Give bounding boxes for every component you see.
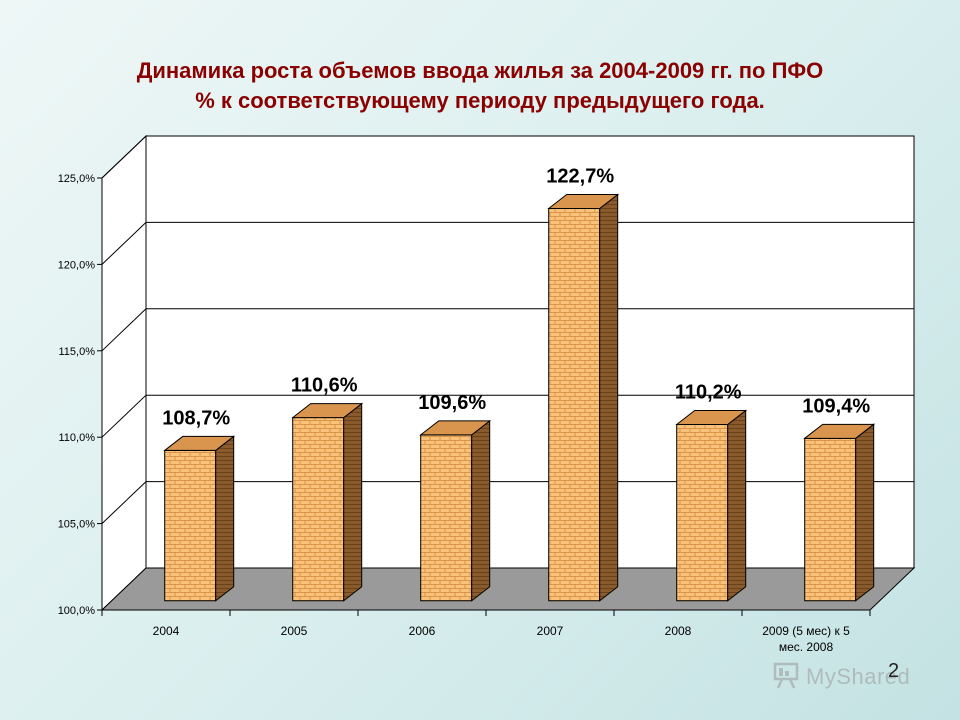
bar-top (675, 410, 748, 426)
x-tick-label-line: 2004 (153, 624, 180, 638)
bar-side (343, 402, 363, 602)
bar-side (727, 409, 747, 602)
x-tick-label: 2005 (281, 624, 308, 638)
x-tick-label: 2004 (153, 624, 180, 638)
bar-side (215, 435, 235, 602)
x-tick-label-line: 2009 (5 мес) к 5 (762, 624, 850, 638)
bar (419, 419, 492, 602)
y-tick-label: 100,0% (58, 605, 96, 617)
gridline (101, 221, 914, 265)
bar-top (291, 403, 364, 419)
y-tick-label: 125,0% (58, 173, 96, 185)
bar-top (803, 423, 876, 439)
data-label: 109,6% (418, 392, 486, 414)
bar (291, 402, 364, 602)
x-tick-label: 2009 (5 мес) к 5 мес. 2008 (762, 624, 850, 654)
x-tick-label-line: 2006 (409, 624, 436, 638)
bar-side (471, 419, 491, 602)
presentation-board-icon (772, 660, 802, 695)
x-tick-label: 2008 (665, 624, 692, 638)
x-tick-label-line: 2005 (281, 624, 308, 638)
gridline (101, 394, 914, 438)
y-tick-label: 120,0% (58, 259, 96, 271)
y-tick-label: 115,0% (59, 346, 96, 358)
slide-number: 2 (888, 660, 900, 682)
bar-front (548, 208, 601, 602)
y-tick-label: 105,0% (58, 519, 96, 531)
chart-title-block: Динамика роста объемов ввода жилья за 20… (0, 56, 960, 116)
x-tick-label-line: 2008 (665, 624, 692, 638)
gridline (101, 308, 914, 352)
chart-title: Динамика роста объемов ввода жилья за 20… (136, 58, 824, 83)
bar-side (855, 423, 875, 602)
data-label: 122,7% (546, 166, 614, 188)
watermark-text: MyShared (806, 664, 911, 689)
x-tick-label-line: мес. 2008 (779, 640, 834, 654)
watermark: MyShared (772, 662, 910, 692)
data-label: 108,7% (162, 407, 230, 429)
gridline (101, 135, 914, 179)
bar-top (419, 420, 492, 436)
bar-front (676, 424, 729, 602)
bar-side (599, 193, 619, 602)
data-label: 110,2% (675, 382, 742, 404)
bar-front (164, 449, 217, 602)
bar (803, 423, 876, 602)
chart-subtitle: % к соответствующему периоду предыдущего… (195, 88, 765, 113)
data-label: 109,4% (802, 395, 870, 417)
gridline (101, 481, 914, 524)
x-tick-label: 2006 (409, 624, 436, 638)
bar-front (292, 417, 345, 602)
bar-front (804, 437, 857, 602)
chart-back-wall (145, 135, 915, 569)
bar-front (420, 434, 473, 602)
x-tick-label-line: 2007 (537, 624, 564, 638)
x-tick-label: 2007 (537, 624, 564, 638)
y-tick-label: 110,0% (59, 432, 96, 444)
bar-top (163, 435, 236, 451)
bar (163, 435, 236, 602)
bar (547, 193, 620, 602)
data-label: 110,6% (291, 375, 358, 397)
bar-top (547, 194, 620, 210)
chart-side-wall (101, 134, 147, 612)
bar (675, 409, 748, 602)
